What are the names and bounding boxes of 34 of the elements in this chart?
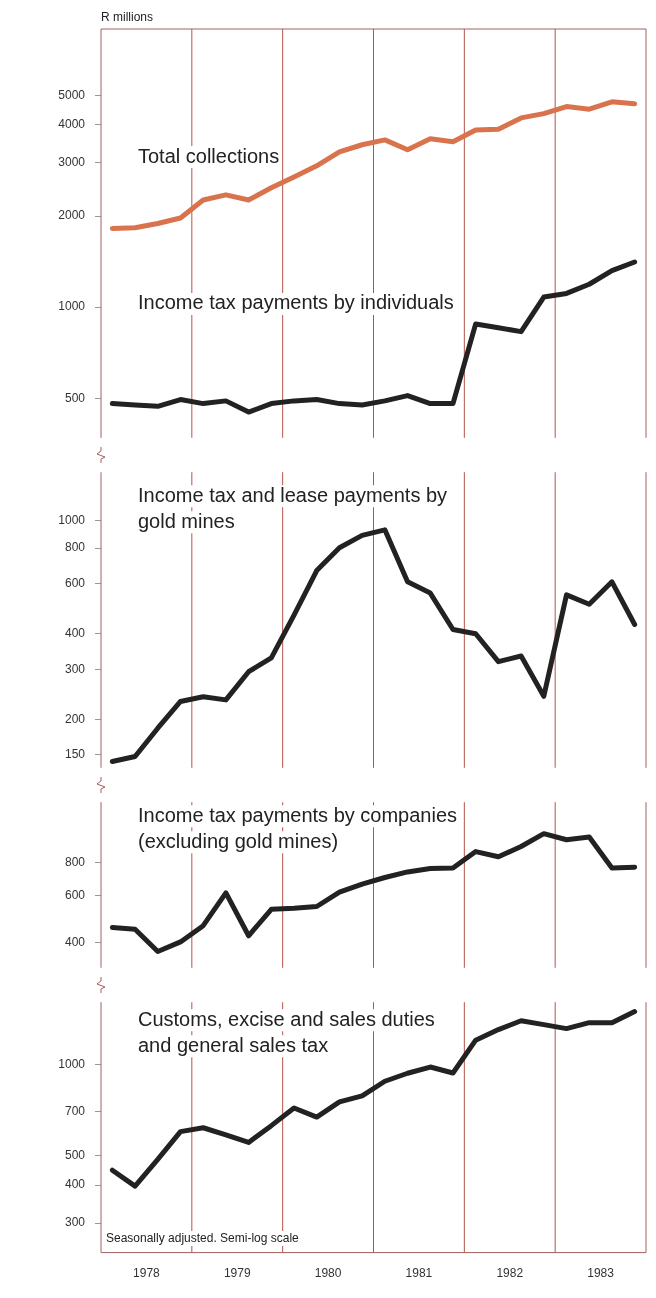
y-tick-label: 400 xyxy=(64,934,86,949)
x-tick-label: 1978 xyxy=(133,1266,161,1281)
y-tick-label: 700 xyxy=(64,1103,86,1118)
series-label: Income tax payments by individuals xyxy=(138,291,454,314)
x-tick-label: 1981 xyxy=(405,1266,433,1281)
series-label: Total collections xyxy=(138,144,280,167)
y-tick-label: 500 xyxy=(64,1148,86,1163)
y-tick-label: 200 xyxy=(64,711,86,726)
x-tick-label: 1980 xyxy=(314,1266,342,1281)
y-tick-label: 500 xyxy=(64,390,86,405)
x-tick-label: 1982 xyxy=(496,1266,524,1281)
y-tick-label: 600 xyxy=(64,575,86,590)
y-tick-label: 300 xyxy=(64,1215,86,1230)
annotation: Seasonally adjusted. Semi-log scale xyxy=(106,1230,300,1245)
y-tick-label: 3000 xyxy=(58,155,86,170)
series-label: Income tax payments by companies (excluding gold mines) xyxy=(138,803,458,852)
y-tick-label: 400 xyxy=(64,626,86,641)
y-tick-label: 300 xyxy=(64,661,86,676)
y-tick-label: 150 xyxy=(64,747,86,762)
y-tick-label: 800 xyxy=(64,854,86,869)
y-tick-label: 1000 xyxy=(58,299,86,314)
y-tick-label: 400 xyxy=(64,1177,86,1192)
y-tick-label: 2000 xyxy=(58,208,86,223)
y-tick-label: 1000 xyxy=(58,512,86,527)
y-tick-label: 1000 xyxy=(58,1056,86,1071)
y-tick-label: 5000 xyxy=(58,87,86,102)
x-tick-label: 1983 xyxy=(587,1266,615,1281)
x-tick-label: 1979 xyxy=(223,1266,251,1281)
y-tick-label: 800 xyxy=(64,540,86,555)
series-label: Customs, excise and sales duties and general sales tax xyxy=(138,1007,435,1056)
y-tick-label: 4000 xyxy=(58,117,86,132)
y-tick-label: 600 xyxy=(64,887,86,902)
y-axis-title: R millions xyxy=(101,10,154,24)
text: Income tax and lease payments by gold mines xyxy=(138,483,448,532)
